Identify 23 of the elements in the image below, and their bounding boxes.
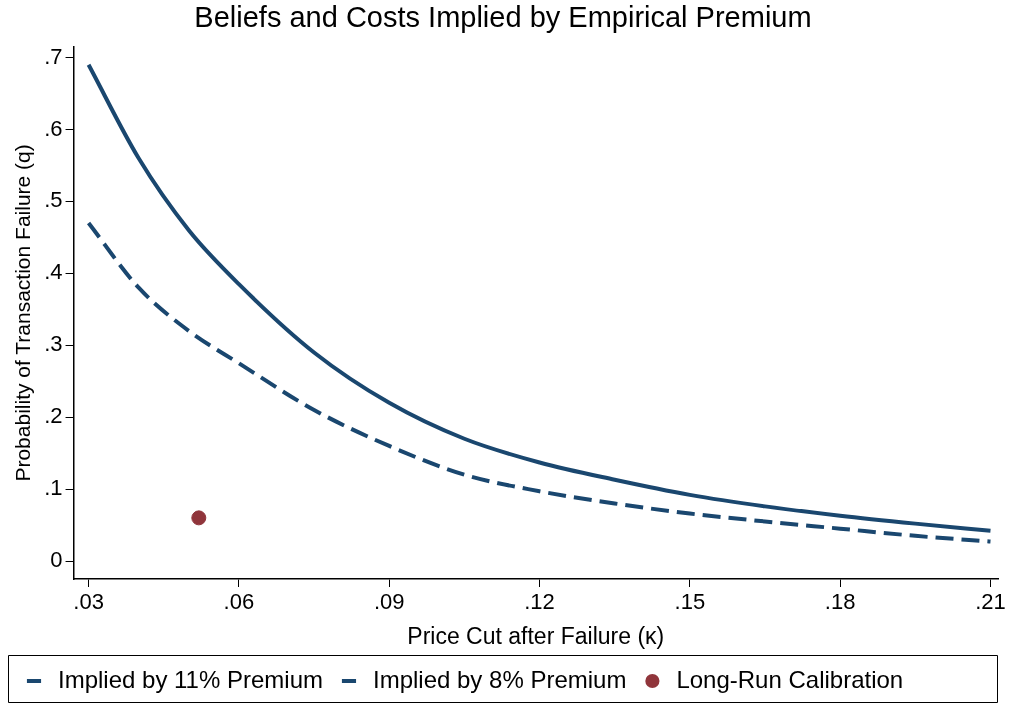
x-tick-label: .15 bbox=[674, 589, 706, 615]
y-tick-label: .5 bbox=[44, 187, 63, 213]
y-tick-label: 0 bbox=[50, 547, 63, 573]
y-tick-label: .3 bbox=[44, 331, 63, 357]
x-tick-label: .12 bbox=[524, 589, 555, 615]
x-tick-label: .03 bbox=[73, 589, 104, 615]
y-tick-label: .2 bbox=[44, 403, 63, 429]
x-tick-label: .18 bbox=[824, 589, 856, 615]
x-axis-title: Price Cut after Failure (κ) bbox=[407, 622, 665, 649]
y-tick-label: .6 bbox=[44, 115, 63, 141]
x-tick-label: .06 bbox=[223, 589, 255, 615]
line-series bbox=[86, 221, 993, 544]
chart-title: Beliefs and Costs Implied by Empirical Premium bbox=[194, 1, 812, 34]
y-tick-label: .1 bbox=[44, 475, 63, 501]
x-tick-label: .21 bbox=[975, 589, 1006, 615]
legend-label: Implied by 8% Premium bbox=[372, 665, 627, 693]
legend-label: Implied by 11% Premium bbox=[58, 665, 323, 693]
legend-label: Long-Run Calibration bbox=[676, 665, 904, 693]
y-tick-label: .4 bbox=[44, 259, 63, 285]
y-axis-title: Probability of Transaction Failure (q) bbox=[11, 144, 35, 482]
line-series bbox=[86, 62, 993, 533]
y-tick-label: .7 bbox=[44, 43, 63, 69]
x-tick-label: .09 bbox=[373, 589, 405, 615]
